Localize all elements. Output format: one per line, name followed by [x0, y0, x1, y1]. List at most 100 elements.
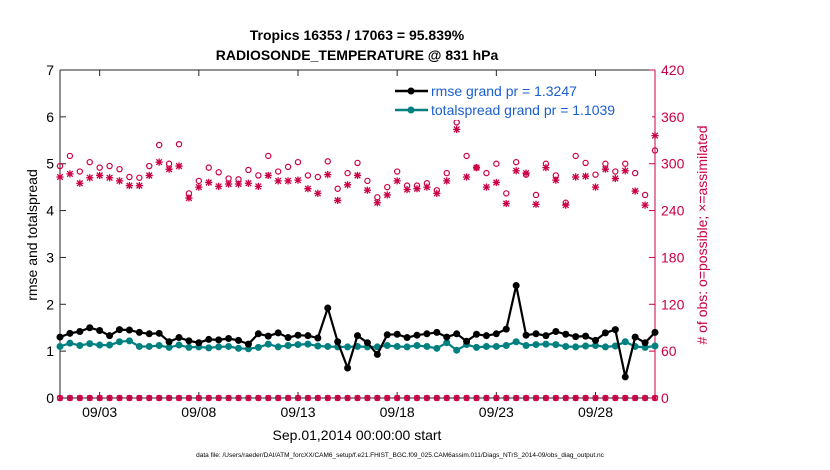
bottom-assimilated-marker	[255, 395, 262, 401]
bottom-assimilated-marker	[235, 395, 242, 401]
totalspread-point	[145, 342, 153, 350]
assimilated-obs-marker	[601, 165, 610, 173]
rmse-point	[413, 331, 421, 339]
assimilated-obs-marker	[234, 180, 243, 188]
assimilated-obs-marker	[393, 177, 401, 185]
totalspread-point	[423, 342, 431, 350]
rmse-point	[274, 329, 282, 337]
bottom-assimilated-marker	[195, 395, 202, 401]
possible-obs-marker	[324, 158, 331, 165]
assimilated-obs-marker	[413, 185, 421, 193]
possible-obs-marker	[215, 169, 222, 176]
bottom-assimilated-marker	[166, 395, 173, 401]
bottom-assimilated-marker	[523, 395, 530, 401]
x-tick-label: 09/03	[82, 404, 117, 420]
bottom-assimilated-marker	[86, 395, 93, 401]
possible-obs-marker	[155, 141, 163, 149]
assimilated-obs-marker	[165, 165, 173, 173]
possible-obs-marker	[126, 173, 133, 181]
totalspread-point	[215, 343, 223, 351]
possible-obs-marker	[86, 158, 93, 166]
assimilated-obs-marker	[343, 181, 352, 189]
possible-obs-marker	[503, 190, 510, 197]
rmse-point	[66, 329, 74, 337]
assimilated-obs-marker	[155, 158, 163, 166]
totalspread-point	[492, 342, 500, 350]
bottom-assimilated-marker	[433, 395, 440, 401]
rmse-point	[76, 327, 84, 335]
possible-obs-marker	[582, 159, 589, 167]
legend-spread-label: totalspread grand pr = 1.1039	[431, 102, 615, 118]
possible-obs-marker	[76, 168, 84, 175]
bottom-assimilated-marker	[57, 395, 63, 401]
bottom-assimilated-marker	[453, 395, 460, 401]
rmse-point	[106, 332, 114, 340]
possible-obs-marker	[354, 159, 361, 167]
x-axis-label: Sep.01,2014 00:00:00 start	[273, 427, 442, 443]
rmse-point	[225, 334, 233, 342]
totalspread-point	[225, 342, 233, 350]
bottom-assimilated-marker	[265, 395, 272, 401]
rmse-point	[185, 337, 193, 345]
totalspread-point	[582, 342, 590, 350]
bottom-assimilated-marker	[76, 395, 83, 401]
totalspread-point	[592, 342, 599, 350]
rmse-point	[195, 339, 203, 347]
totalspread-point	[403, 343, 411, 351]
y-left-tick-label: 1	[46, 343, 54, 359]
bottom-assimilated-marker	[245, 395, 252, 401]
y-axis-left-label: rmse and totalspread	[24, 169, 40, 301]
assimilated-obs-marker	[76, 179, 84, 187]
totalspread-point	[621, 338, 629, 346]
bottom-assimilated-marker	[96, 395, 103, 401]
assimilated-obs-marker	[562, 201, 570, 209]
assimilated-obs-marker	[284, 177, 292, 185]
y-right-tick-label: 120	[661, 296, 685, 312]
bottom-assimilated-marker	[136, 395, 143, 401]
possible-obs-marker	[245, 166, 252, 174]
legend-rmse-marker	[407, 87, 415, 95]
bottom-assimilated-marker	[473, 395, 480, 401]
possible-obs-marker	[314, 173, 322, 181]
bottom-assimilated-marker	[156, 395, 163, 401]
rmse-point	[56, 333, 64, 341]
bottom-assimilated-marker	[344, 395, 351, 401]
assimilated-obs-marker	[542, 164, 550, 172]
assimilated-obs-marker	[56, 173, 64, 181]
assimilated-obs-marker	[215, 182, 223, 190]
bottom-assimilated-marker	[275, 395, 282, 401]
bottom-assimilated-marker	[394, 395, 401, 401]
totalspread-point	[532, 341, 540, 349]
rmse-point	[314, 334, 322, 342]
assimilated-obs-marker	[244, 179, 253, 187]
assimilated-obs-marker	[86, 174, 94, 182]
rmse-point	[294, 331, 302, 339]
bottom-assimilated-marker	[324, 395, 331, 401]
bottom-assimilated-marker	[493, 395, 500, 401]
y-right-tick-label: 180	[661, 249, 685, 265]
rmse-point	[125, 326, 133, 334]
totalspread-point	[106, 341, 114, 349]
possible-obs-marker	[56, 162, 64, 170]
rmse-point	[264, 332, 272, 340]
y-left-tick-label: 2	[46, 296, 54, 312]
bottom-assimilated-marker	[592, 395, 599, 401]
bottom-assimilated-marker	[632, 395, 639, 401]
bottom-assimilated-marker	[146, 395, 153, 401]
assimilated-obs-marker	[631, 187, 639, 195]
totalspread-point	[562, 342, 570, 350]
bottom-assimilated-marker	[602, 395, 609, 401]
assimilated-obs-marker	[145, 171, 153, 180]
data-marks	[56, 119, 659, 402]
possible-obs-marker	[532, 191, 540, 199]
rmse-point	[334, 338, 342, 346]
rmse-point	[215, 336, 223, 344]
assimilated-obs-marker	[502, 199, 510, 208]
assimilated-obs-marker	[522, 169, 530, 177]
assimilated-obs-marker	[363, 186, 372, 194]
assimilated-obs-marker	[482, 183, 491, 191]
rmse-point	[473, 330, 480, 338]
rmse-point	[512, 282, 520, 290]
y-right-tick-label: 420	[661, 62, 685, 78]
assimilated-obs-marker	[453, 125, 461, 133]
